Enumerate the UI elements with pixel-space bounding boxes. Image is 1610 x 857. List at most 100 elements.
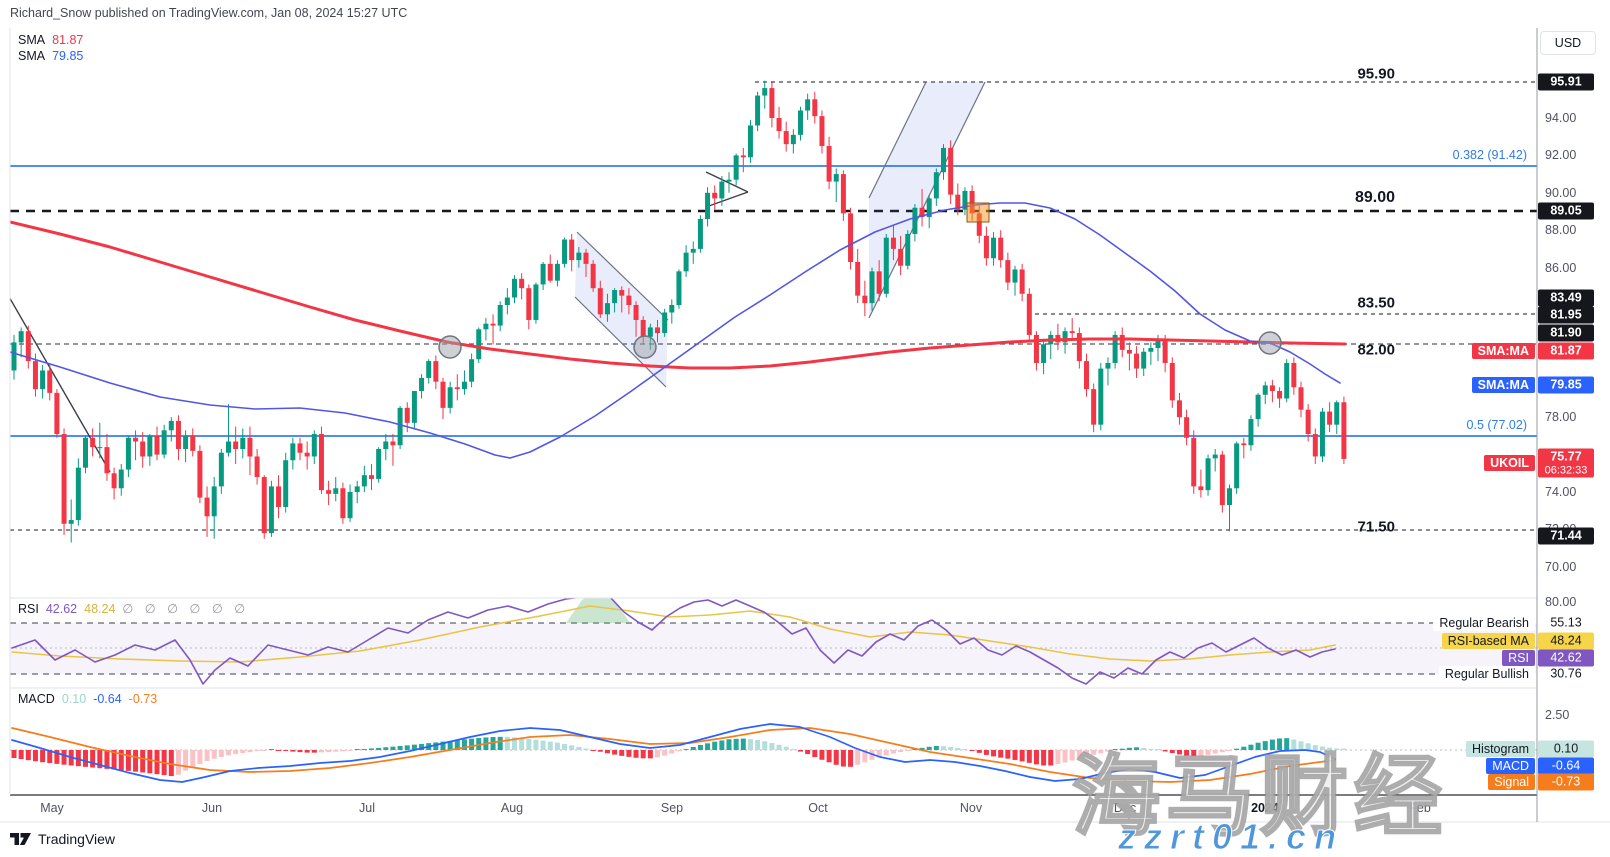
candle-body (655, 327, 660, 334)
macd-histogram-bar (1062, 750, 1068, 763)
candle-body (318, 434, 324, 491)
macd-histogram-bar (1291, 739, 1297, 750)
month-label-Oct: Oct (808, 801, 828, 815)
macd-histogram-bar (397, 746, 403, 750)
macd-histogram-bar (190, 750, 196, 768)
month-label-Aug: Aug (500, 801, 524, 815)
macd-histogram-bar (1069, 750, 1075, 761)
macd-histogram-bar (90, 750, 96, 768)
indicator-value-0.10: 0.10 (1538, 740, 1594, 758)
macd-histogram-bar (554, 742, 560, 750)
macd-histogram-bar (497, 736, 503, 750)
macd-histogram-bar (1248, 744, 1254, 750)
candle-body (798, 110, 803, 135)
candle-body (769, 88, 775, 118)
macd-histogram-bar (354, 749, 360, 750)
candle-body (1105, 362, 1111, 369)
macd-histogram-bar (840, 750, 846, 767)
macd-histogram-bar (712, 741, 718, 750)
macd-histogram-bar (32, 750, 38, 762)
macd-histogram-bar (526, 738, 532, 750)
macd-histogram-bar (633, 750, 639, 758)
rsi-line (11, 598, 1336, 685)
macd-histogram-bar (1119, 748, 1125, 750)
candle-body (1148, 348, 1154, 352)
macd-histogram-bar (705, 743, 711, 750)
macd-histogram-bar (447, 740, 453, 750)
candle-body (1341, 402, 1347, 459)
candle-body (1291, 362, 1297, 388)
candle-body (747, 125, 753, 158)
macd-histogram-bar (311, 750, 317, 753)
sma-blue-line (10, 202, 1341, 459)
tradingview-logo-icon (10, 832, 31, 845)
candle-body (862, 295, 868, 304)
rsi-pane (10, 598, 1537, 685)
macd-histogram-bar (25, 750, 31, 761)
macd-histogram-bar (733, 738, 739, 750)
candle-body (1091, 389, 1097, 425)
macd-histogram-bar (340, 750, 346, 752)
candle-body (783, 131, 789, 145)
candle-body (1241, 443, 1247, 446)
candle-body (762, 88, 768, 96)
macd-histogram-bar (1041, 750, 1047, 766)
rsi-legend-value: 42.62 (45, 601, 78, 616)
candle-body (976, 213, 982, 236)
macd-histogram-bar (1176, 750, 1182, 755)
macd-histogram-bar (1227, 750, 1232, 751)
candle-body (497, 305, 503, 326)
candle-body (690, 248, 696, 253)
candle-body (454, 387, 460, 390)
month-label-Jul: Jul (359, 801, 375, 815)
tradingview-logo[interactable]: TradingView (10, 831, 115, 847)
candle-body (512, 278, 517, 298)
macd-histogram-bar (719, 740, 725, 750)
candle-body (1119, 334, 1125, 350)
candle-body (1012, 269, 1018, 283)
candle-body (190, 435, 196, 451)
price-badge-81.90: 81.90 (1538, 324, 1594, 342)
macd-histogram-bar (926, 746, 932, 750)
channel-line-1-0 (868, 81, 927, 199)
time-axis[interactable]: May Jun Jul Aug Sep Oct Nov Dec 2024 Feb (0, 795, 1610, 822)
macd-histogram-bar (533, 739, 539, 750)
candle-body (247, 437, 253, 457)
macd-histogram-bar (18, 750, 24, 760)
candle-body (125, 437, 131, 470)
candle-body (1141, 351, 1147, 369)
candle-body (47, 370, 53, 393)
candle-body (268, 486, 274, 534)
month-label-May: May (40, 801, 64, 815)
macd-histogram-bar (476, 738, 482, 750)
macd-histogram-bar (798, 750, 803, 752)
macd-histogram-bar (905, 750, 911, 751)
candle-body (819, 116, 825, 147)
candle-body (569, 239, 575, 261)
rsi-overbought-fill (566, 598, 630, 623)
crossover-marker-1 (633, 335, 657, 359)
candle-body (554, 263, 560, 281)
candle-body (304, 452, 310, 457)
currency-button[interactable]: USD (1540, 31, 1596, 55)
macd-histogram-bar (597, 750, 603, 752)
candle-body (276, 486, 282, 507)
macd-histogram-bar (40, 750, 46, 763)
candle-body (461, 381, 467, 390)
macd-histogram-bar (83, 750, 88, 767)
macd-histogram-bar (1319, 746, 1325, 750)
price-axis[interactable]: 94.0092.0090.0088.0086.0078.0074.0072.00… (1538, 0, 1610, 822)
macd-histogram-bar (583, 748, 589, 750)
candle-body (333, 488, 339, 494)
candle-body (11, 342, 17, 371)
macd-histogram-bar (390, 746, 396, 750)
sma-blue-label: SMA (18, 49, 46, 63)
macd-histogram-bar (1284, 738, 1290, 750)
candle-body (898, 248, 904, 266)
month-label-Sep: Sep (660, 801, 684, 815)
macd-histogram-bar (776, 744, 782, 750)
candle-body (662, 312, 668, 334)
candle-body (1005, 260, 1011, 283)
